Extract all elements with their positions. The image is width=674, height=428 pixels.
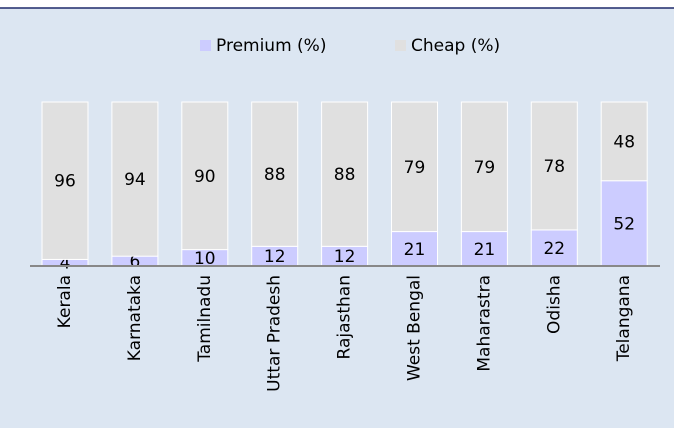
data-label: 79 [474,158,496,178]
data-label: 96 [54,172,76,192]
bar-segment [530,101,578,231]
bar-segment [41,101,89,260]
data-label: 12 [264,247,286,267]
bar-segment [111,101,159,257]
bar-segment [460,231,508,267]
x-tick-label: Maharastra [474,275,494,372]
bar-segment [181,101,229,251]
data-label: 12 [334,247,356,267]
data-label: 10 [194,249,216,269]
legend-swatch [395,40,406,51]
bar-segment [530,229,578,267]
legend-label: Cheap (%) [411,36,500,56]
x-tick-label: Kerala [55,275,75,328]
bar-segment [600,101,648,182]
data-label: 52 [613,214,635,234]
data-label: 78 [543,157,565,177]
data-label: 79 [404,158,426,178]
x-tick-label: Karnataka [125,275,145,361]
x-tick-label: Telangana [614,275,634,362]
data-label: 88 [264,165,286,185]
data-label: 48 [613,132,635,152]
data-label: 4 [60,254,71,274]
data-label: 21 [404,240,426,260]
bar-segment [460,101,508,233]
x-tick-label: West Bengal [405,275,425,381]
legend-label: Premium (%) [216,36,326,56]
data-label: 88 [334,165,356,185]
data-label: 21 [474,240,496,260]
x-tick-label: Tamilnadu [195,275,215,363]
data-label: 94 [124,170,146,190]
legend-swatch [200,40,211,51]
x-tick-label: Odisha [544,275,564,334]
bar-segment [251,101,299,247]
x-tick-label: Rajasthan [335,275,355,360]
data-label: 90 [194,167,216,187]
x-tick-label: Uttar Pradesh [265,275,285,392]
top-strip [0,0,674,8]
bar-segment [321,101,369,247]
data-label: 22 [543,239,565,259]
data-label: 6 [129,252,140,272]
bar-segment [391,101,438,233]
